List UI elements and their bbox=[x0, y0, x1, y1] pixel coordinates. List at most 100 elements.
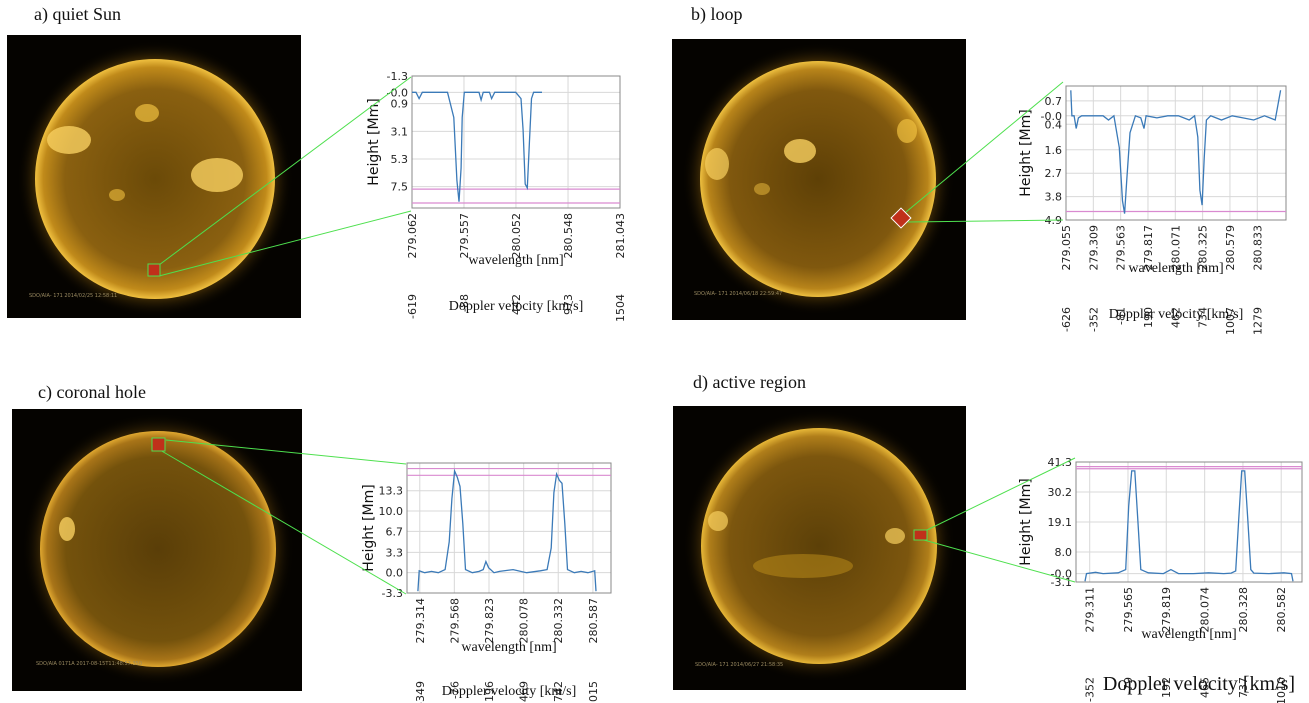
doppler-tick-label: 192 bbox=[1160, 677, 1173, 698]
x-tick-label: 279.817 bbox=[1142, 225, 1155, 271]
doppler-tick-label: 1010 bbox=[1275, 677, 1288, 703]
doppler-tick-label: 465 bbox=[1199, 677, 1212, 698]
doppler-tick-label: -349 bbox=[414, 681, 427, 703]
doppler-axis-label: Doppler velocity [km/s] bbox=[1109, 307, 1244, 322]
x-tick-label: 281.043 bbox=[614, 213, 627, 259]
x-tick-label: 279.311 bbox=[1084, 587, 1097, 633]
x-axis-label: wavelength [nm] bbox=[1141, 627, 1236, 642]
sun-caption-c: SDO/AIA 0171A 2017-08-15T11:48:57.350 bbox=[36, 661, 142, 667]
y-tick-label: 7.5 bbox=[391, 181, 409, 194]
plot-frame bbox=[411, 75, 621, 209]
x-tick-label: 280.071 bbox=[1169, 225, 1182, 271]
panel-title-c: c) coronal hole bbox=[38, 382, 146, 402]
y-tick-label: 13.3 bbox=[379, 485, 404, 498]
sun-caption-d: SDO/AIA- 171 2014/06/27 21:58:35 bbox=[695, 662, 783, 668]
y-tick-label: 19.1 bbox=[1048, 516, 1073, 529]
sun-image-c: SDO/AIA 0171A 2017-08-15T11:48:57.350 bbox=[12, 409, 302, 691]
doppler-tick-label: -619 bbox=[406, 294, 419, 319]
sun-caption-b: SDO/AIA- 171 2014/06/18 22:59:47 bbox=[694, 291, 782, 297]
plot-frame bbox=[1065, 85, 1287, 221]
y-tick-label: 5.3 bbox=[391, 153, 409, 166]
profile-line bbox=[1070, 90, 1282, 214]
x-tick-label: 279.823 bbox=[483, 598, 496, 644]
x-tick-label: 280.328 bbox=[1237, 587, 1250, 633]
y-tick-label: 3.8 bbox=[1045, 191, 1063, 204]
y-tick-label: 8.0 bbox=[1055, 546, 1073, 559]
doppler-tick-label: 190 bbox=[1142, 307, 1155, 328]
panel-title-b: b) loop bbox=[691, 4, 743, 24]
doppler-tick-label: -352 bbox=[1087, 307, 1100, 332]
profile-line bbox=[1084, 470, 1294, 582]
x-tick-label: 280.078 bbox=[518, 598, 531, 644]
doppler-tick-label: -76 bbox=[448, 681, 461, 699]
sun-disk-b: SDO/AIA- 171 2014/06/18 22:59:47 bbox=[682, 43, 954, 315]
doppler-axis-label: Doppler velocity [km/s] bbox=[442, 684, 577, 699]
doppler-tick-label: -79 bbox=[1122, 677, 1135, 695]
x-tick-label: 279.314 bbox=[414, 598, 427, 644]
y-axis-label: Height [Mm] bbox=[361, 484, 377, 571]
doppler-tick-label: 1007 bbox=[1224, 307, 1237, 335]
y-axis-label: Height [Mm] bbox=[1018, 109, 1034, 196]
doppler-tick-label: -352 bbox=[1084, 677, 1097, 702]
doppler-axis-label: Doppler velocity [km/s] bbox=[449, 299, 584, 314]
doppler-tick-label: 973 bbox=[562, 294, 575, 315]
plot-frame bbox=[406, 462, 612, 594]
profile-line bbox=[412, 91, 542, 202]
doppler-tick-label: -88 bbox=[458, 294, 471, 312]
sun-disk-c: SDO/AIA 0171A 2017-08-15T11:48:57.350 bbox=[22, 413, 294, 685]
y-tick-label: 2.7 bbox=[1045, 167, 1063, 180]
doppler-tick-label: 442 bbox=[510, 294, 523, 315]
x-tick-label: 280.582 bbox=[1275, 587, 1288, 633]
x-tick-label: 279.565 bbox=[1122, 587, 1135, 633]
sun-image-d: SDO/AIA- 171 2014/06/27 21:58:35 bbox=[673, 406, 966, 690]
profile-plot-d: 41.3 30.2 19.1 8.0 -0.0 -3.1 279.311 279.565 279… bbox=[1014, 450, 1309, 703]
y-tick-label: 41.3 bbox=[1048, 456, 1073, 469]
profile-plot-a: -1.3 -0.0 0.9 3.1 5.3 7.5 279.062 279.557 280.05… bbox=[362, 70, 637, 322]
profile-plot-c: 13.3 10.0 6.7 3.3 0.0 -3.3 279.314 279.568 279.8… bbox=[357, 455, 622, 703]
doppler-tick-label: 1504 bbox=[614, 294, 627, 322]
x-tick-label: 279.563 bbox=[1115, 225, 1128, 271]
profile-line bbox=[417, 468, 597, 592]
x-tick-label: 279.568 bbox=[448, 598, 461, 644]
x-tick-label: 280.332 bbox=[552, 598, 565, 644]
x-axis-label: wavelength [nm] bbox=[1128, 261, 1223, 276]
sun-image-b: SDO/AIA- 171 2014/06/18 22:59:47 bbox=[672, 39, 966, 320]
plot-frame bbox=[1075, 461, 1303, 583]
x-tick-label: 279.557 bbox=[458, 213, 471, 259]
y-axis-label: Height [Mm] bbox=[1018, 478, 1034, 565]
y-tick-label: 10.0 bbox=[379, 505, 404, 518]
x-axis-label: wavelength [nm] bbox=[461, 640, 556, 655]
y-tick-label: 3.3 bbox=[386, 546, 404, 559]
x-tick-label: 280.579 bbox=[1224, 225, 1237, 270]
x-tick-label: 280.587 bbox=[587, 598, 600, 644]
y-tick-label: 6.7 bbox=[386, 525, 404, 538]
doppler-tick-label: 462 bbox=[1169, 307, 1182, 328]
x-tick-label: 280.548 bbox=[562, 213, 575, 259]
x-tick-label: 280.052 bbox=[510, 213, 523, 259]
panel-title-d: d) active region bbox=[693, 372, 806, 392]
sun-image-a: SDO/AIA- 171 2014/02/25 12:58:11 bbox=[7, 35, 301, 318]
sun-caption-a: SDO/AIA- 171 2014/02/25 12:58:11 bbox=[29, 293, 117, 299]
y-tick-label: 0.9 bbox=[391, 98, 409, 111]
doppler-tick-label: -626 bbox=[1060, 307, 1073, 332]
y-tick-label: 0.0 bbox=[386, 567, 404, 580]
doppler-tick-label: 742 bbox=[552, 681, 565, 702]
x-tick-label: 279.062 bbox=[406, 213, 419, 259]
x-axis-label: wavelength [nm] bbox=[468, 253, 563, 268]
y-tick-label: 3.1 bbox=[391, 125, 409, 138]
x-tick-label: 279.055 bbox=[1060, 225, 1073, 271]
doppler-tick-label: 734 bbox=[1197, 307, 1210, 328]
y-tick-label: 30.2 bbox=[1048, 486, 1073, 499]
x-tick-label: 279.309 bbox=[1087, 225, 1100, 271]
doppler-tick-label: 1279 bbox=[1251, 307, 1264, 335]
doppler-tick-label: -81 bbox=[1115, 307, 1128, 325]
doppler-tick-label: 1015 bbox=[587, 681, 600, 703]
x-tick-label: 280.833 bbox=[1251, 225, 1264, 270]
y-tick-label: 1.6 bbox=[1045, 144, 1063, 157]
y-tick-label: -3.1 bbox=[1051, 576, 1072, 589]
doppler-tick-label: 737 bbox=[1237, 677, 1250, 698]
y-tick-label: 0.7 bbox=[1045, 95, 1063, 108]
y-tick-label: -3.3 bbox=[382, 587, 403, 600]
y-axis-label: Height [Mm] bbox=[366, 98, 382, 185]
doppler-axis-label: Doppler velocity [km/s] bbox=[1103, 673, 1295, 695]
